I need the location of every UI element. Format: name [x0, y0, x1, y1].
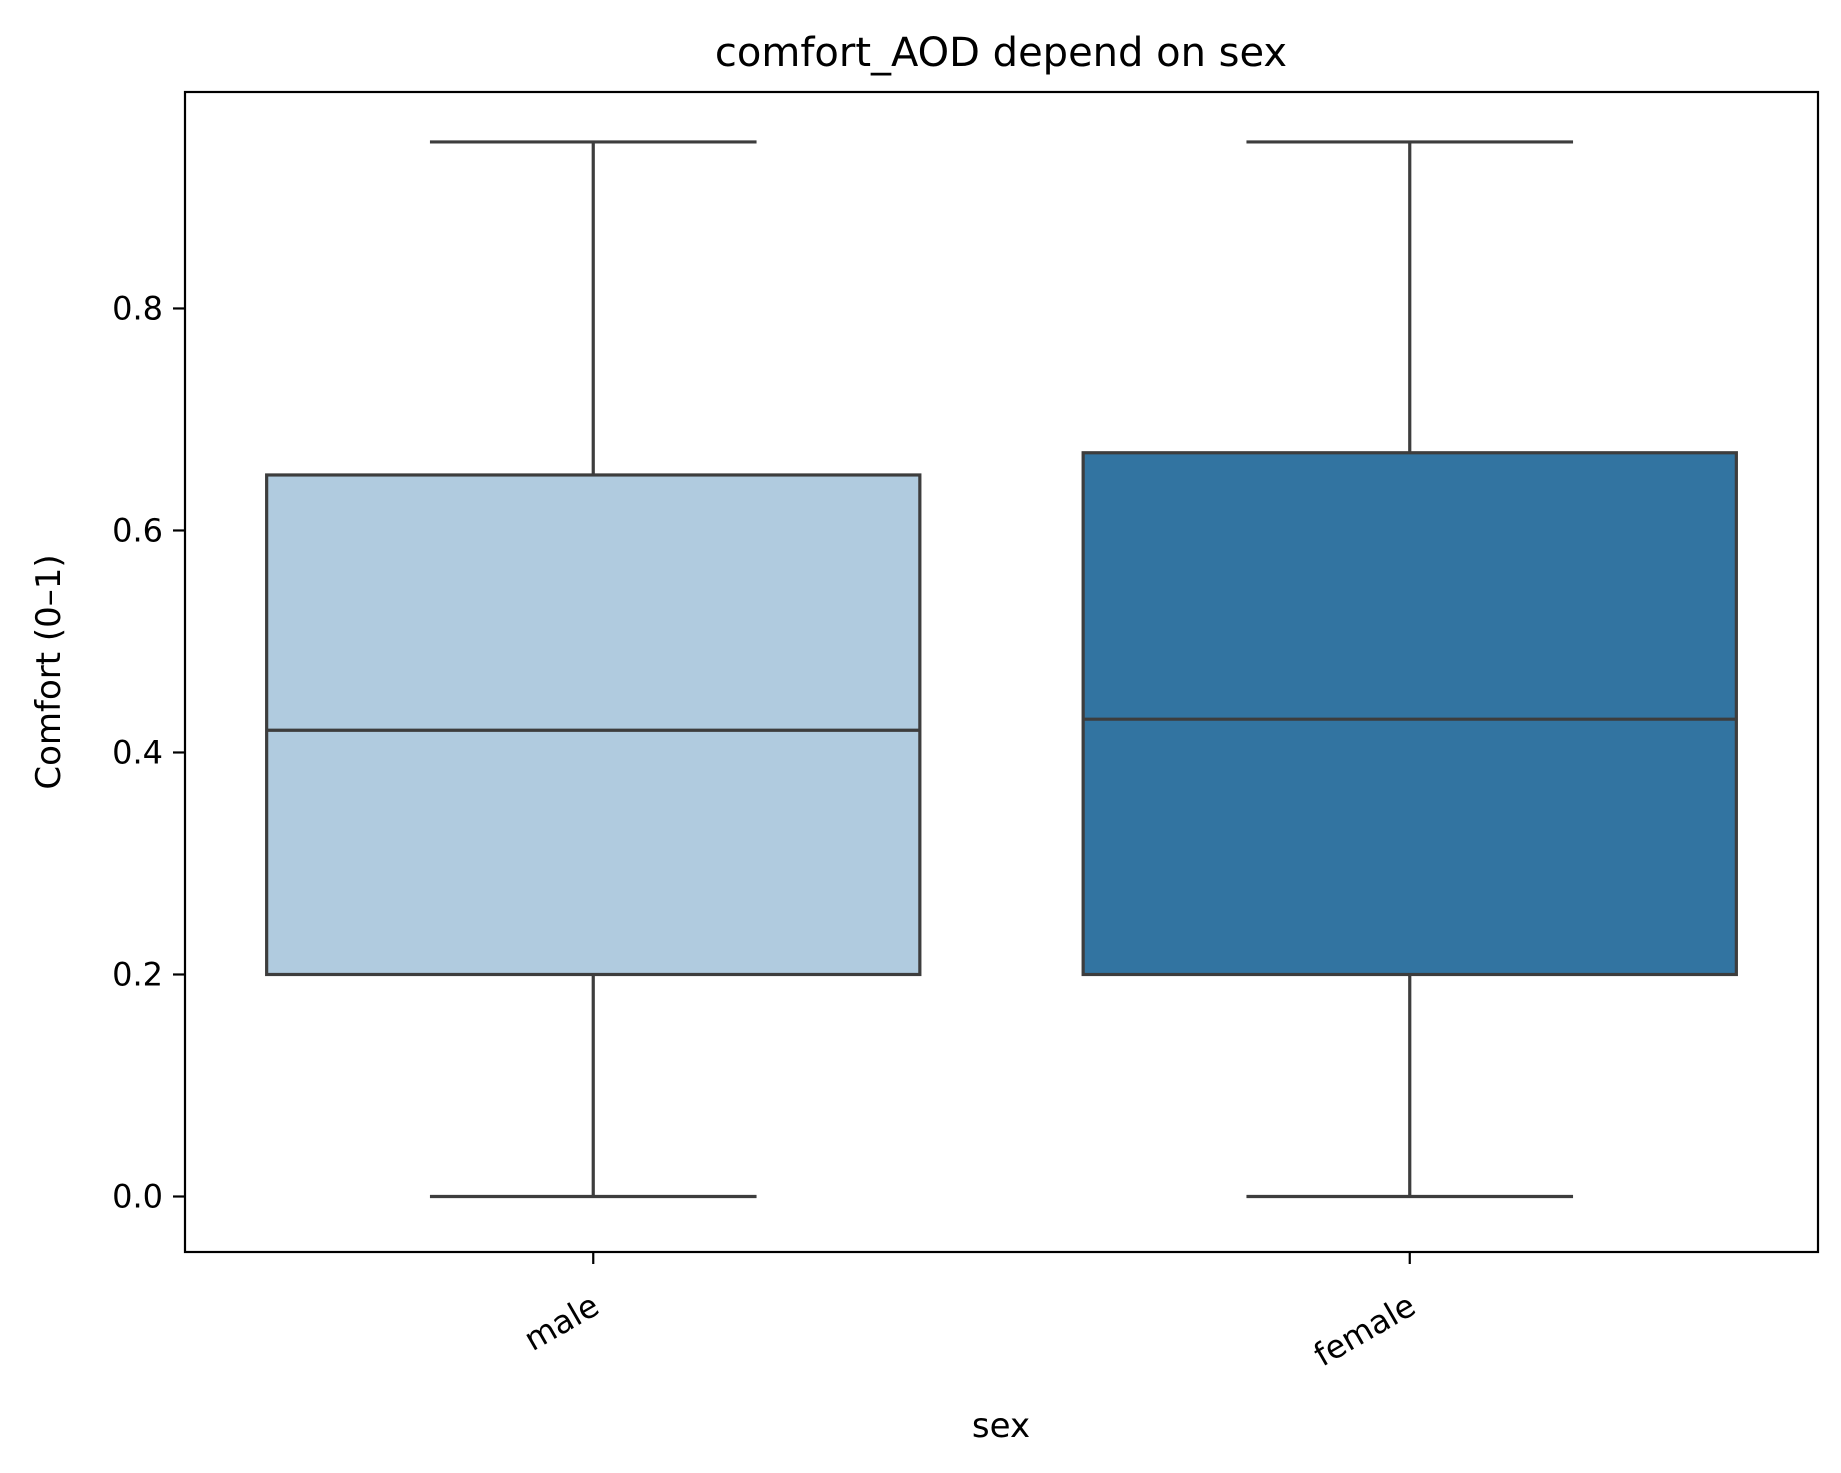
iqr-box-female [1081, 451, 1738, 977]
y-tick-label: 0.0 [112, 1177, 163, 1215]
y-tick-label: 0.6 [112, 511, 163, 549]
y-axis-label: Comfort (0–1) [29, 554, 69, 789]
box-female [1081, 140, 1738, 1199]
iqr-box-male [265, 473, 922, 977]
y-tick-label: 0.8 [112, 289, 163, 327]
box-male [265, 140, 922, 1199]
axes-frame [183, 90, 1820, 1254]
plot-area [265, 140, 1738, 1199]
y-tick-label: 0.2 [112, 955, 163, 993]
x-axis-label: sex [972, 1406, 1030, 1446]
y-tick-label: 0.4 [112, 733, 163, 771]
y-axis: 0.0 0.2 0.4 0.6 0.8 [112, 289, 185, 1215]
chart-title: comfort_AOD depend on sex [715, 30, 1287, 76]
